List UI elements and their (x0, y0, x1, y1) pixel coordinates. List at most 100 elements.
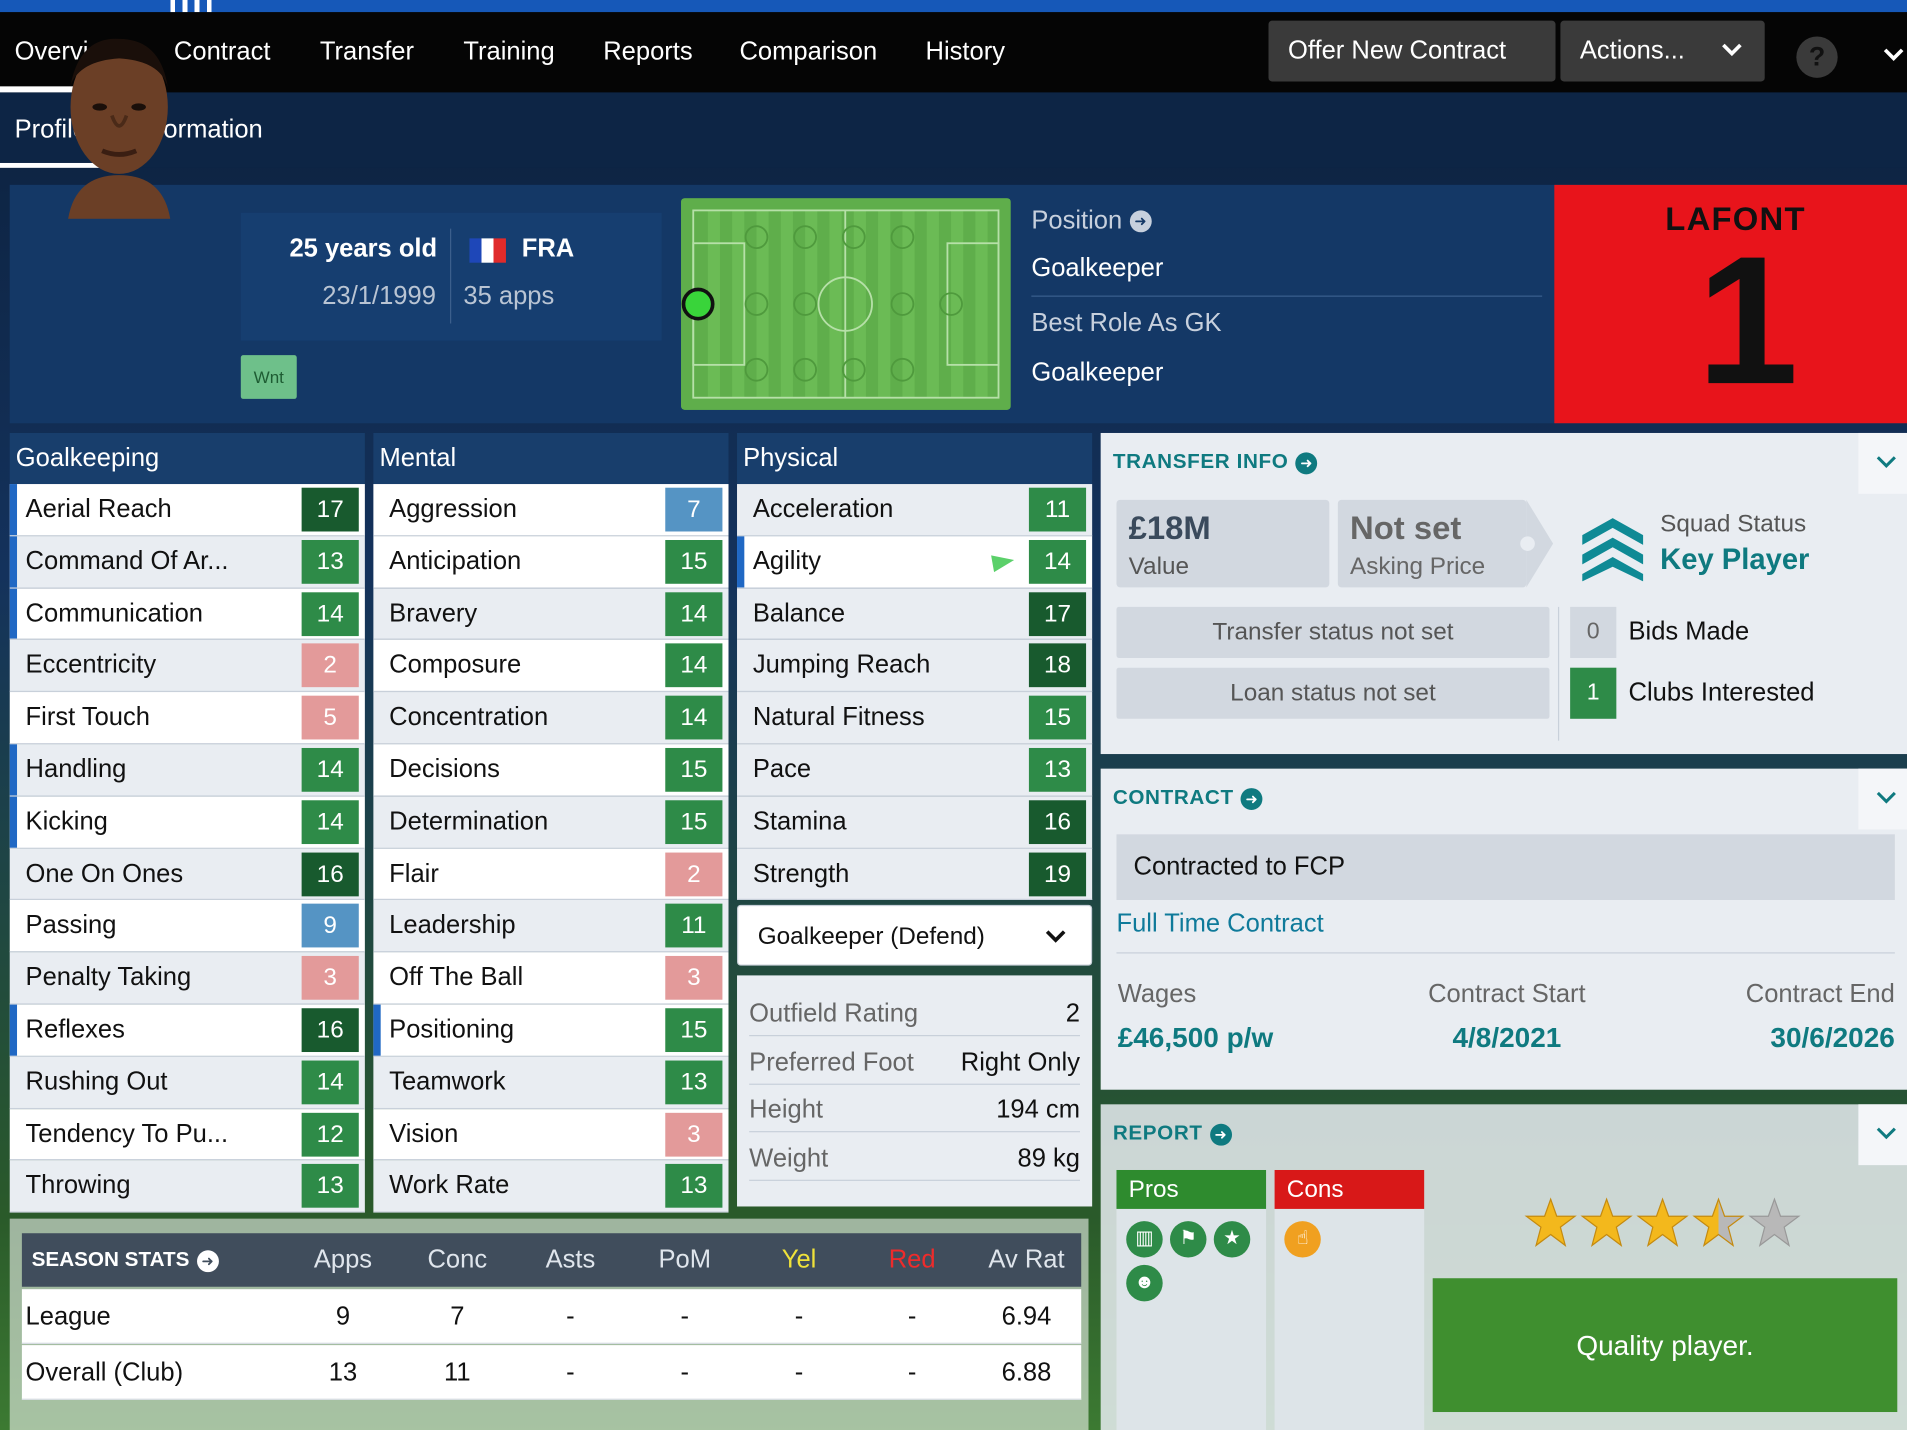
contract-title[interactable]: CONTRACT ➜ (1113, 786, 1263, 810)
star-icon[interactable]: ★ (1213, 1221, 1251, 1258)
col-yel[interactable]: Yel (781, 1245, 817, 1274)
transfer-status-button[interactable]: Transfer status not set (1116, 606, 1550, 658)
attribute-row[interactable]: Aggression 7 (373, 484, 729, 537)
position-value: Goalkeeper (1031, 254, 1164, 283)
attribute-row[interactable]: Acceleration 11 (737, 484, 1093, 537)
best-role-value: Goalkeeper (1031, 358, 1164, 387)
wanted-badge: Wnt (240, 355, 297, 399)
star-rating (1524, 1197, 1801, 1247)
season-stats-title[interactable]: SEASON STATS ➜ (32, 1233, 219, 1287)
contracted-to-box: Contracted to FCP (1116, 834, 1895, 900)
role-select[interactable]: Goalkeeper (Defend) (737, 904, 1093, 966)
attribute-row[interactable]: Vision 3 (373, 1108, 729, 1161)
foot-icon[interactable]: ☝ (1284, 1221, 1321, 1258)
attribute-row[interactable]: Positioning 15 (373, 1004, 729, 1057)
attribute-row[interactable]: Off The Ball 3 (373, 952, 729, 1005)
tab-reports[interactable]: Reports (603, 37, 693, 66)
attribute-row[interactable]: Natural Fitness 15 (737, 692, 1093, 745)
asking-price-label: Asking Price (1349, 553, 1486, 581)
attribute-row[interactable]: Determination 15 (373, 796, 729, 849)
attribute-row[interactable]: First Touch 5 (9, 692, 365, 745)
attribute-row[interactable]: Tendency To Pu... 12 (9, 1108, 365, 1161)
attribute-row[interactable]: Jumping Reach 18 (737, 640, 1093, 693)
player-apps: 35 apps (463, 282, 555, 311)
attribute-row[interactable]: Composure 14 (373, 640, 729, 693)
contract-start: 4/8/2021 (1452, 1021, 1562, 1054)
attribute-row[interactable]: Pace 13 (737, 744, 1093, 797)
tab-comparison[interactable]: Comparison (739, 37, 878, 66)
attribute-row[interactable]: Leadership 11 (373, 900, 729, 953)
top-strip (0, 0, 1907, 13)
arrow-right-icon[interactable]: ➜ (1129, 210, 1152, 233)
attribute-row[interactable]: Passing 9 (9, 900, 365, 953)
position-label[interactable]: Position ➜ (1031, 207, 1152, 236)
book-icon[interactable]: ▥ (1126, 1221, 1163, 1258)
col-apps[interactable]: Apps (313, 1245, 373, 1274)
col-conc[interactable]: Conc (427, 1245, 488, 1274)
contract-type[interactable]: Full Time Contract (1116, 909, 1324, 938)
attribute-row[interactable]: Work Rate 13 (373, 1160, 729, 1213)
attribute-row[interactable]: Teamwork 13 (373, 1056, 729, 1109)
loan-status-button[interactable]: Loan status not set (1116, 667, 1550, 719)
flag-icon[interactable]: ⚑ (1169, 1221, 1207, 1258)
asking-price-box[interactable]: Not set Asking Price (1337, 499, 1554, 588)
collapse-button[interactable] (1858, 768, 1907, 830)
clubs-label[interactable]: Clubs Interested (1628, 678, 1815, 707)
col-red[interactable]: Red (888, 1245, 936, 1274)
head-icon[interactable]: ☻ (1126, 1264, 1163, 1302)
menu-chevron-icon[interactable] (1883, 46, 1905, 63)
player-info-box (240, 212, 662, 341)
player-dob: 23/1/1999 (322, 282, 436, 311)
position-marker (681, 287, 715, 321)
tab-history[interactable]: History (925, 37, 1006, 66)
arrow-right-icon[interactable]: ➜ (1241, 787, 1263, 810)
tab-training[interactable]: Training (463, 37, 555, 66)
attribute-row[interactable]: Throwing 13 (9, 1160, 365, 1213)
tab-contract[interactable]: Contract (173, 37, 271, 66)
attribute-row[interactable]: Penalty Taking 3 (9, 952, 365, 1005)
position-pitch[interactable] (681, 198, 1011, 410)
attribute-row[interactable]: Reflexes 16 (9, 1004, 365, 1057)
attribute-row[interactable]: Communication 14 (9, 588, 365, 641)
shirt-number: 1 (1696, 217, 1799, 423)
transfer-info-title[interactable]: TRANSFER INFO ➜ (1113, 450, 1318, 474)
attribute-row[interactable]: Strength 19 (737, 848, 1093, 901)
mental-title: Mental (373, 432, 729, 485)
stats-row[interactable]: Overall (Club) 13 11 - - - - 6.88 (21, 1345, 1082, 1400)
attribute-row[interactable]: Kicking 14 (9, 796, 365, 849)
attribute-row[interactable]: Balance 17 (737, 588, 1093, 641)
attribute-row[interactable]: Eccentricity 2 (9, 640, 365, 693)
attribute-row[interactable]: One On Ones 16 (9, 848, 365, 901)
arrow-right-icon[interactable]: ➜ (1295, 451, 1318, 474)
col-av-rat[interactable]: Av Rat (988, 1245, 1065, 1274)
col-pom[interactable]: PoM (658, 1245, 711, 1274)
actions-button[interactable]: Actions... (1560, 20, 1765, 82)
main-nav: Overview Contract Transfer Training Repo… (0, 12, 1907, 93)
collapse-button[interactable] (1858, 1104, 1907, 1166)
stats-row[interactable]: League 9 7 - - - - 6.94 (21, 1289, 1082, 1344)
report-title[interactable]: REPORT ➜ (1113, 1121, 1232, 1146)
attribute-row[interactable]: Aerial Reach 17 (9, 484, 365, 537)
attribute-row[interactable]: Handling 14 (9, 744, 365, 797)
attribute-row[interactable]: Rushing Out 14 (9, 1056, 365, 1109)
tab-transfer[interactable]: Transfer (319, 37, 415, 66)
wages: £46,500 p/w (1117, 1021, 1274, 1054)
attribute-row[interactable]: Concentration 14 (373, 692, 729, 745)
offer-new-contract-button[interactable]: Offer New Contract (1268, 20, 1556, 82)
attribute-row[interactable]: Bravery 14 (373, 588, 729, 641)
wages-label: Wages (1117, 980, 1197, 1009)
col-asts[interactable]: Asts (545, 1245, 596, 1274)
attribute-row[interactable]: Decisions 15 (373, 744, 729, 797)
collapse-button[interactable] (1858, 432, 1907, 494)
help-button[interactable]: ? (1796, 36, 1838, 78)
attribute-row[interactable]: Command Of Ar... 13 (9, 536, 365, 589)
arrow-right-icon[interactable]: ➜ (1209, 1123, 1232, 1146)
cons-box: Cons ☝ (1274, 1169, 1425, 1430)
bids-label[interactable]: Bids Made (1628, 617, 1750, 646)
attribute-row[interactable]: Agility 14 (737, 536, 1093, 589)
attribute-row[interactable]: Anticipation 15 (373, 536, 729, 589)
season-stats-header: SEASON STATS ➜ Apps Conc Asts PoM Yel Red… (21, 1233, 1082, 1287)
attribute-row[interactable]: Flair 2 (373, 848, 729, 901)
arrow-right-icon[interactable]: ➜ (196, 1249, 219, 1272)
attribute-row[interactable]: Stamina 16 (737, 796, 1093, 849)
